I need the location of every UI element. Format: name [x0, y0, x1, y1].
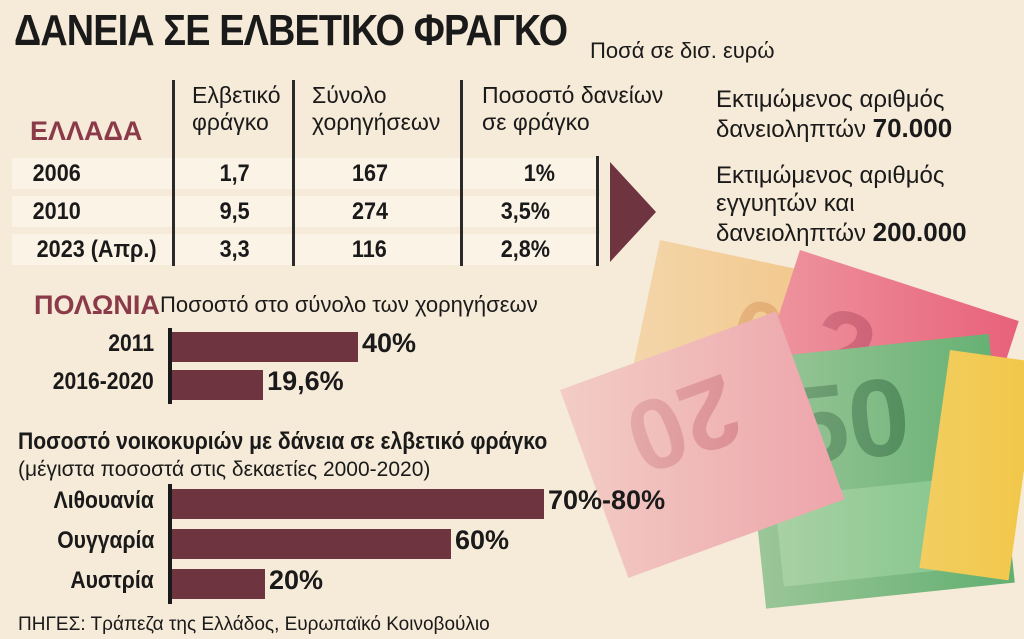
table-divider [596, 156, 599, 266]
households-chart: Λιθουανία 70%-80% Ουγγαρία 60% Αυστρία 20% [0, 484, 720, 604]
bar-category-label: Ουγγαρία [56, 527, 154, 554]
bar [172, 370, 264, 400]
table-divider [172, 80, 175, 266]
bar [172, 332, 358, 362]
cell-chf: 9,5 [219, 198, 250, 225]
table-row: 2006 1,7 167 1% [0, 158, 600, 189]
table-row [12, 196, 600, 227]
source-note: ΠΗΓΕΣ: Τράπεζα της Ελλάδος, Ευρωπαϊκό Κο… [18, 614, 490, 635]
table-divider [460, 80, 463, 266]
estimate-guarantors-value: 200.000 [872, 217, 967, 247]
header-chf: Ελβετικό φράγκο [192, 82, 281, 135]
table-row: 2023 (Απρ.) 3,3 116 2,8% [0, 234, 600, 265]
header-total: Σύνολο χορηγήσεων [312, 82, 441, 135]
cell-pct: 2,8% [500, 236, 550, 263]
table-row [12, 158, 600, 189]
bar-category-label: 2011 [108, 330, 154, 357]
chart-axis-line [168, 484, 172, 604]
cell-chf: 3,3 [219, 236, 250, 263]
bar-value-label: 60% [455, 525, 510, 555]
cell-total: 116 [351, 236, 387, 263]
bar-value-label: 40% [362, 328, 417, 358]
cell-chf: 1,7 [219, 160, 250, 187]
chart-axis-line [168, 328, 172, 404]
cell-pct: 3,5% [500, 198, 550, 225]
bar [172, 569, 265, 599]
cell-total: 167 [352, 160, 389, 187]
greece-label: ΕΛΛΑΔΑ [30, 116, 143, 146]
header-pct: Ποσοστό δανείων σε φράγκο [482, 82, 664, 135]
bar-category-label: Αυστρία [70, 567, 154, 594]
bar-value-label: 70%-80% [548, 485, 666, 515]
cell-total: 274 [352, 198, 389, 225]
table-divider [292, 80, 295, 266]
households-chart-subtitle: (μέγιστα ποσοστά στις δεκαετίες 2000-202… [18, 458, 431, 481]
bar-value-label: 20% [269, 565, 324, 595]
cell-year: 2010 [32, 198, 81, 225]
cell-year: 2006 [32, 160, 81, 187]
estimate-borrowers-value: 70.000 [872, 113, 953, 143]
page-title: ΔΑΝΕΙΑ ΣΕ ΕΛΒΕΤΙΚΟ ΦΡΑΓΚΟ [14, 6, 568, 55]
estimate-borrowers: Εκτιμώμενος αριθμός δανειοληπτών 70.000 [716, 86, 996, 144]
poland-chart-title: ΠΟΛΩΝΙΑ [34, 290, 160, 320]
bar-category-label: 2016-2020 [52, 368, 154, 395]
estimate-guarantors-label: Εκτιμώμενος αριθμός εγγυητών και δανειολ… [716, 162, 945, 247]
bar-value-label: 19,6% [267, 366, 344, 396]
bar [172, 529, 451, 559]
table-row [12, 234, 600, 265]
poland-chart: 2011 40% 2016-2020 19,6% [0, 328, 700, 404]
poland-chart-subtitle: Ποσοστό στο σύνολο των χορηγήσεων [160, 292, 538, 317]
estimate-borrowers-label: Εκτιμώμενος αριθμός δανειοληπτών [716, 86, 945, 143]
households-chart-title: Ποσοστό νοικοκυριών με δάνεια σε ελβετικ… [18, 428, 548, 455]
cell-year: 2023 (Απρ.) [36, 236, 157, 263]
arrow-right-icon [610, 162, 656, 262]
bar-category-label: Λιθουανία [53, 487, 154, 514]
page-subtitle: Ποσά σε δισ. ευρώ [590, 38, 775, 63]
cell-pct: 1% [523, 160, 555, 187]
table-row: 2010 9,5 274 3,5% [0, 196, 600, 227]
estimate-guarantors: Εκτιμώμενος αριθμός εγγυητών και δανειολ… [716, 162, 996, 248]
bar [172, 489, 544, 519]
